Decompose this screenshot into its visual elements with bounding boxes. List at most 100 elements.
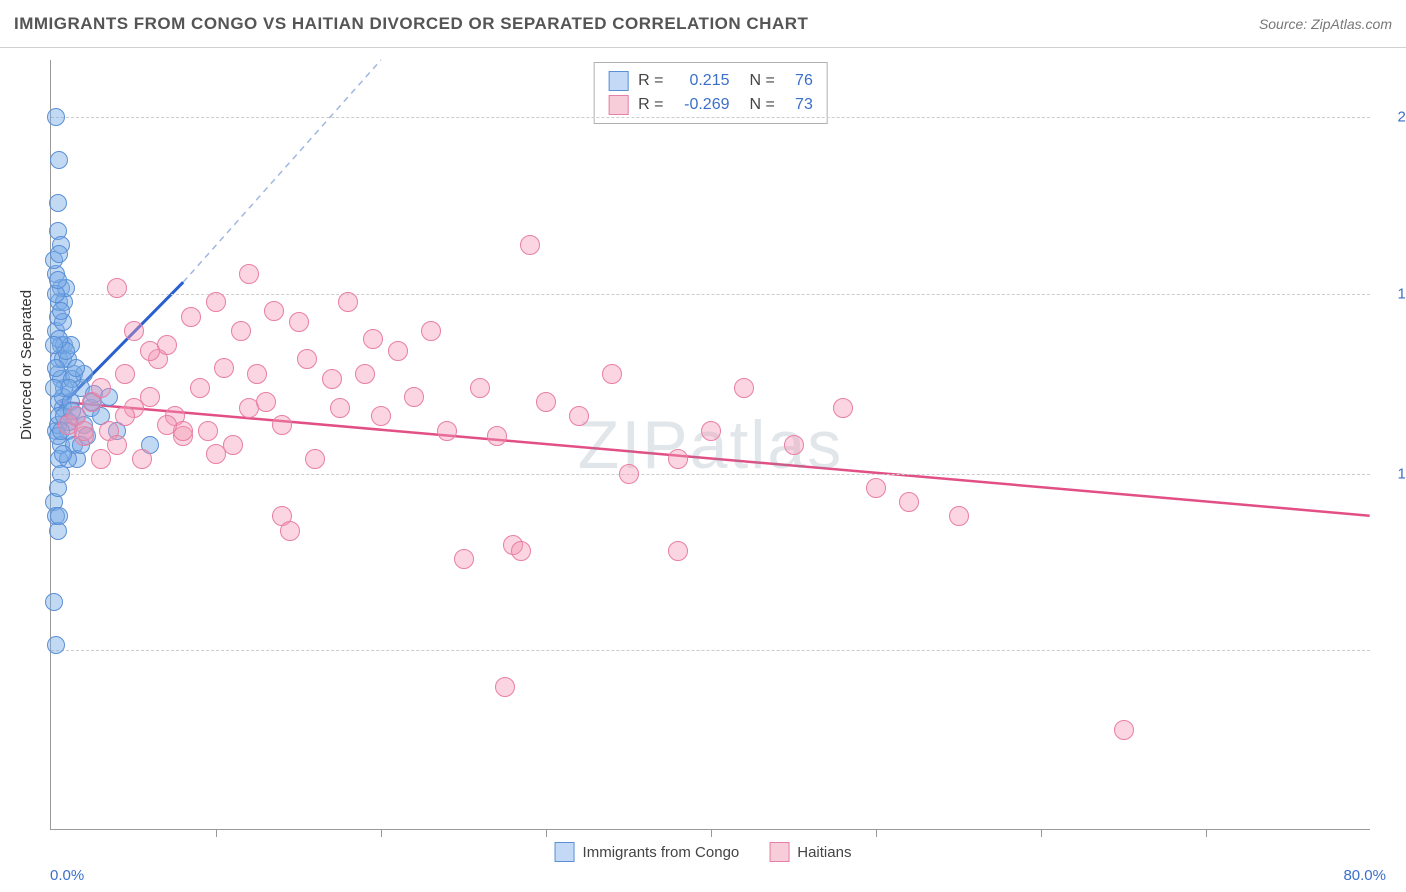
scatter-point-haitian <box>289 312 309 332</box>
scatter-point-congo <box>52 302 70 320</box>
scatter-point-haitian <box>305 449 325 469</box>
scatter-point-haitian <box>338 292 358 312</box>
scatter-point-haitian <box>355 364 375 384</box>
scatter-point-haitian <box>239 264 259 284</box>
scatter-point-haitian <box>74 421 94 441</box>
scatter-point-haitian <box>363 329 383 349</box>
scatter-point-haitian <box>784 435 804 455</box>
scatter-point-haitian <box>272 415 292 435</box>
gridline-h <box>51 474 1370 475</box>
legend-swatch-haitian <box>608 95 628 115</box>
trendlines-svg <box>51 60 1370 829</box>
scatter-point-haitian <box>206 444 226 464</box>
series-legend: Immigrants from CongoHaitians <box>555 842 852 862</box>
scatter-point-haitian <box>371 406 391 426</box>
scatter-point-haitian <box>214 358 234 378</box>
scatter-point-haitian <box>198 421 218 441</box>
chart-header: IMMIGRANTS FROM CONGO VS HAITIAN DIVORCE… <box>0 0 1406 48</box>
scatter-point-haitian <box>322 369 342 389</box>
scatter-point-haitian <box>280 521 300 541</box>
scatter-point-haitian <box>421 321 441 341</box>
scatter-point-haitian <box>264 301 284 321</box>
scatter-point-haitian <box>833 398 853 418</box>
legend-swatch-haitian <box>769 842 789 862</box>
scatter-point-haitian <box>899 492 919 512</box>
series-name-haitian: Haitians <box>797 844 851 861</box>
scatter-point-congo <box>45 593 63 611</box>
scatter-point-haitian <box>91 449 111 469</box>
scatter-point-haitian <box>1114 720 1134 740</box>
scatter-point-haitian <box>190 378 210 398</box>
scatter-point-haitian <box>487 426 507 446</box>
n-label: N = <box>750 93 775 117</box>
r-label: R = <box>638 69 663 93</box>
x-axis-max-label: 80.0% <box>1343 867 1386 884</box>
gridline-h <box>51 650 1370 651</box>
r-value-haitian: -0.269 <box>672 93 730 117</box>
scatter-point-haitian <box>668 541 688 561</box>
scatter-point-haitian <box>115 364 135 384</box>
scatter-point-haitian <box>668 449 688 469</box>
scatter-point-haitian <box>619 464 639 484</box>
scatter-point-congo <box>50 245 68 263</box>
scatter-point-haitian <box>124 321 144 341</box>
scatter-point-congo <box>49 479 67 497</box>
scatter-point-haitian <box>330 398 350 418</box>
source-label: Source: ZipAtlas.com <box>1259 16 1392 32</box>
scatter-point-haitian <box>140 387 160 407</box>
y-axis-label: Divorced or Separated <box>18 290 35 440</box>
scatter-point-haitian <box>866 478 886 498</box>
scatter-point-haitian <box>437 421 457 441</box>
n-value-haitian: 73 <box>783 93 813 117</box>
scatter-point-haitian <box>157 415 177 435</box>
scatter-point-haitian <box>231 321 251 341</box>
gridline-h <box>51 294 1370 295</box>
scatter-point-congo <box>49 194 67 212</box>
scatter-point-congo <box>49 271 67 289</box>
watermark-atlas: atlas <box>690 407 844 483</box>
scatter-plot-area: R =0.215N =76R =-0.269N =73 ZIPatlas 6.3… <box>50 60 1370 830</box>
chart-title: IMMIGRANTS FROM CONGO VS HAITIAN DIVORCE… <box>14 14 808 34</box>
x-tick <box>876 829 877 837</box>
scatter-point-haitian <box>602 364 622 384</box>
scatter-point-congo <box>67 359 85 377</box>
scatter-point-haitian <box>511 541 531 561</box>
gridline-h <box>51 117 1370 118</box>
scatter-point-congo <box>50 507 68 525</box>
scatter-point-haitian <box>536 392 556 412</box>
legend-row-haitian: R = -0.269 N = 73 <box>608 93 813 117</box>
y-tick-label: 18.8% <box>1380 285 1406 302</box>
scatter-point-haitian <box>404 387 424 407</box>
scatter-point-haitian <box>454 549 474 569</box>
scatter-point-haitian <box>206 292 226 312</box>
scatter-point-congo <box>47 108 65 126</box>
scatter-point-haitian <box>701 421 721 441</box>
scatter-point-haitian <box>140 341 160 361</box>
legend-row-congo: R = 0.215 N = 76 <box>608 69 813 93</box>
legend-swatch-congo <box>555 842 575 862</box>
correlation-legend: R = 0.215 N = 76 R = -0.269 N = 73 <box>593 62 828 124</box>
scatter-point-haitian <box>91 378 111 398</box>
x-tick <box>546 829 547 837</box>
scatter-point-congo <box>45 336 63 354</box>
scatter-point-haitian <box>297 349 317 369</box>
r-value-congo: 0.215 <box>672 69 730 93</box>
r-label: R = <box>638 93 663 117</box>
scatter-point-haitian <box>107 435 127 455</box>
x-tick <box>216 829 217 837</box>
scatter-point-congo <box>50 151 68 169</box>
x-tick <box>381 829 382 837</box>
scatter-point-haitian <box>107 278 127 298</box>
scatter-point-congo <box>47 636 65 654</box>
scatter-point-haitian <box>734 378 754 398</box>
x-tick <box>1041 829 1042 837</box>
scatter-point-haitian <box>181 307 201 327</box>
scatter-point-haitian <box>132 449 152 469</box>
n-label: N = <box>750 69 775 93</box>
scatter-point-haitian <box>520 235 540 255</box>
scatter-point-haitian <box>495 677 515 697</box>
x-axis-min-label: 0.0% <box>50 867 84 884</box>
x-tick <box>1206 829 1207 837</box>
n-value-congo: 76 <box>783 69 813 93</box>
scatter-point-haitian <box>470 378 490 398</box>
